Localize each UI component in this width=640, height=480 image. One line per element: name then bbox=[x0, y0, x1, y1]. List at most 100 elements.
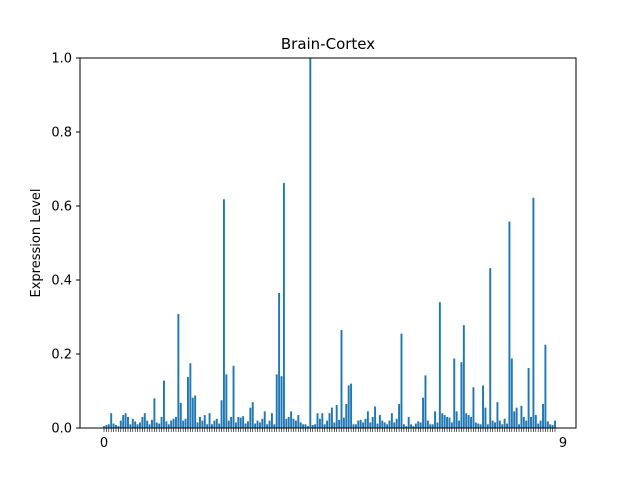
bar bbox=[390, 413, 393, 428]
bar bbox=[438, 302, 441, 428]
bar bbox=[364, 418, 367, 428]
bars-group bbox=[103, 58, 556, 428]
bar bbox=[388, 420, 391, 428]
bar bbox=[542, 403, 544, 428]
bar bbox=[374, 406, 377, 428]
bar bbox=[436, 422, 439, 428]
bar bbox=[419, 422, 422, 428]
bar bbox=[407, 416, 410, 428]
bar bbox=[139, 422, 141, 428]
bar bbox=[151, 419, 153, 428]
bar bbox=[462, 325, 465, 428]
bar bbox=[199, 416, 201, 428]
bar bbox=[170, 420, 173, 428]
bar bbox=[506, 423, 508, 428]
bar bbox=[316, 413, 319, 428]
bar bbox=[508, 221, 511, 428]
bar bbox=[477, 423, 480, 428]
bar bbox=[467, 415, 470, 428]
bar bbox=[210, 424, 213, 428]
bar bbox=[443, 415, 446, 428]
bar bbox=[314, 424, 317, 428]
bar bbox=[273, 424, 276, 428]
bar bbox=[239, 417, 242, 428]
bar bbox=[258, 422, 261, 428]
bar bbox=[163, 380, 165, 428]
bar bbox=[261, 418, 264, 428]
y-tick-label: 0.2 bbox=[51, 348, 72, 363]
bar bbox=[520, 405, 523, 428]
bar bbox=[465, 413, 468, 428]
bar bbox=[414, 423, 417, 428]
bar bbox=[546, 421, 549, 428]
bar bbox=[489, 268, 492, 428]
bar bbox=[232, 365, 235, 428]
bar bbox=[522, 416, 525, 428]
bar bbox=[141, 416, 144, 428]
x-axis: 0 9 bbox=[100, 428, 567, 451]
plot-frame bbox=[79, 57, 577, 429]
bar bbox=[246, 421, 249, 428]
bar bbox=[280, 376, 283, 428]
bar bbox=[136, 424, 139, 428]
bar bbox=[549, 424, 552, 428]
bar bbox=[494, 422, 496, 428]
bar bbox=[503, 418, 506, 428]
bar bbox=[417, 421, 420, 428]
bar bbox=[474, 422, 477, 428]
bar bbox=[148, 424, 151, 428]
bar bbox=[321, 413, 324, 428]
bar bbox=[544, 344, 547, 428]
bar bbox=[158, 423, 161, 428]
bar bbox=[333, 422, 336, 428]
bar bbox=[366, 411, 369, 428]
bar bbox=[117, 426, 120, 428]
bar bbox=[441, 413, 444, 428]
bar bbox=[381, 420, 384, 428]
bar bbox=[352, 424, 355, 428]
bar bbox=[143, 413, 146, 428]
bar bbox=[244, 423, 247, 428]
bar bbox=[182, 420, 185, 428]
bar bbox=[431, 424, 434, 428]
bar bbox=[350, 383, 353, 428]
bar bbox=[371, 416, 374, 428]
bar bbox=[127, 416, 129, 428]
bar bbox=[167, 424, 170, 428]
bar bbox=[412, 426, 415, 428]
bar bbox=[146, 420, 149, 428]
bar bbox=[484, 407, 487, 428]
bar bbox=[270, 413, 273, 428]
bar bbox=[551, 425, 554, 428]
bar bbox=[395, 418, 398, 428]
bar bbox=[160, 416, 163, 428]
bar bbox=[486, 424, 489, 428]
bar bbox=[124, 413, 127, 428]
chart-title: Brain-Cortex bbox=[281, 35, 375, 53]
bar bbox=[278, 292, 281, 428]
bar bbox=[491, 420, 494, 428]
bar bbox=[446, 416, 449, 428]
bar bbox=[203, 415, 206, 428]
bar bbox=[249, 407, 252, 428]
bar bbox=[191, 397, 194, 428]
bar bbox=[215, 418, 218, 428]
bar bbox=[309, 58, 312, 428]
bar bbox=[534, 415, 537, 428]
bar bbox=[287, 416, 290, 428]
bar bbox=[290, 411, 293, 428]
bar bbox=[184, 418, 187, 428]
y-axis-label: Expression Level bbox=[29, 188, 44, 297]
bar bbox=[302, 424, 305, 428]
bar bbox=[107, 424, 110, 428]
bar bbox=[311, 425, 314, 428]
bar bbox=[187, 376, 189, 428]
bar bbox=[532, 197, 535, 428]
bar bbox=[242, 416, 245, 428]
x-tick-label-first: 0 bbox=[100, 436, 108, 451]
bar bbox=[110, 413, 113, 428]
bar bbox=[179, 402, 182, 428]
y-tick-label: 0.6 bbox=[51, 200, 72, 215]
bar bbox=[194, 395, 197, 428]
